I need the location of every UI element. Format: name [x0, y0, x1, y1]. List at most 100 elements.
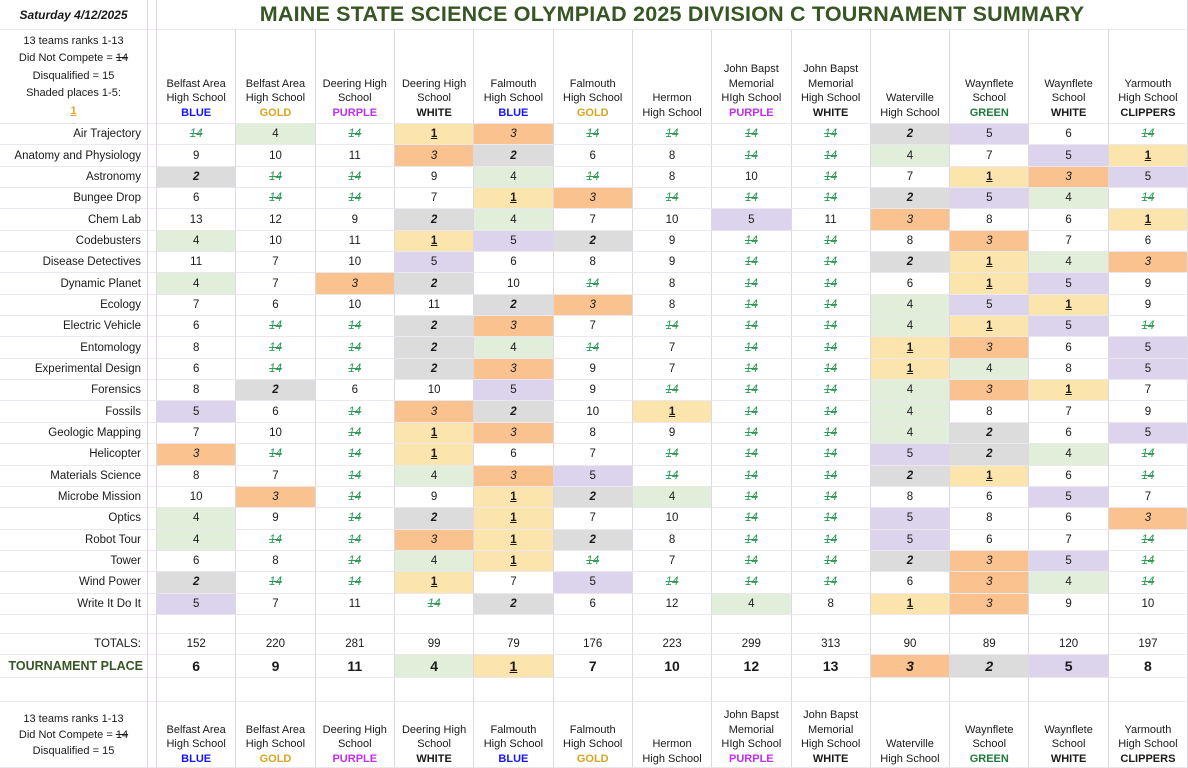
rank-cell[interactable]: 14 — [632, 124, 713, 146]
rank-cell[interactable]: 14 — [315, 486, 395, 509]
rank-cell[interactable]: 14 — [712, 422, 792, 445]
total-cell[interactable]: 220 — [236, 633, 316, 655]
place-cell[interactable]: 2 — [950, 654, 1030, 678]
rank-cell[interactable]: 6 — [236, 401, 316, 423]
rank-cell[interactable]: 7 — [236, 273, 316, 295]
rank-cell[interactable]: 1 — [950, 316, 1030, 338]
rank-cell[interactable]: 1 — [474, 486, 554, 509]
place-cell[interactable]: 8 — [1108, 654, 1188, 678]
rank-cell[interactable]: 8 — [157, 465, 237, 487]
team-header[interactable]: Falmouth High School GOLD — [553, 701, 633, 768]
event-label[interactable]: Chem Lab — [0, 209, 148, 231]
rank-cell[interactable]: 7 — [474, 572, 554, 594]
rank-cell[interactable]: 3 — [950, 572, 1030, 594]
rank-cell[interactable]: 14 — [632, 380, 713, 402]
rank-cell[interactable]: 4 — [157, 273, 237, 295]
rank-cell[interactable]: 14 — [394, 593, 475, 615]
rank-cell[interactable]: 14 — [712, 316, 792, 338]
rank-cell[interactable]: 5 — [950, 188, 1030, 210]
rank-cell[interactable]: 11 — [157, 252, 237, 274]
rank-cell[interactable]: 2 — [950, 422, 1030, 445]
rank-cell[interactable]: 5 — [1108, 166, 1188, 189]
rank-cell[interactable]: 3 — [870, 209, 951, 231]
rank-cell[interactable]: 8 — [870, 230, 951, 253]
rank-cell[interactable]: 1 — [394, 230, 475, 253]
rank-cell[interactable]: 3 — [474, 124, 554, 146]
place-cell[interactable]: 13 — [791, 654, 871, 678]
rank-cell[interactable]: 14 — [712, 358, 792, 381]
rank-cell[interactable]: 3 — [474, 465, 554, 487]
rank-cell[interactable]: 9 — [1108, 273, 1188, 295]
rank-cell[interactable]: 10 — [553, 401, 633, 423]
rank-cell[interactable]: 4 — [1029, 188, 1109, 210]
rank-cell[interactable]: 11 — [791, 209, 871, 231]
total-cell[interactable]: 223 — [632, 633, 713, 655]
rank-cell[interactable]: 14 — [236, 188, 316, 210]
rank-cell[interactable]: 3 — [394, 145, 475, 167]
rank-cell[interactable]: 14 — [791, 252, 871, 274]
rank-cell[interactable]: 14 — [712, 252, 792, 274]
rank-cell[interactable]: 6 — [870, 572, 951, 594]
rank-cell[interactable]: 2 — [474, 593, 554, 615]
rank-cell[interactable]: 10 — [712, 166, 792, 189]
rank-cell[interactable]: 1 — [474, 550, 554, 573]
rank-cell[interactable]: 14 — [791, 529, 871, 551]
rank-cell[interactable]: 1 — [394, 572, 475, 594]
rank-cell[interactable]: 10 — [632, 508, 713, 530]
total-cell[interactable]: 299 — [712, 633, 792, 655]
rank-cell[interactable]: 6 — [236, 294, 316, 317]
totals-label[interactable]: TOTALS: — [0, 633, 148, 655]
rank-cell[interactable]: 6 — [1029, 508, 1109, 530]
rank-cell[interactable]: 7 — [553, 316, 633, 338]
rank-cell[interactable]: 14 — [1108, 572, 1188, 594]
rank-cell[interactable]: 10 — [394, 380, 475, 402]
place-cell[interactable]: 5 — [1029, 654, 1109, 678]
rank-cell[interactable]: 2 — [870, 465, 951, 487]
rank-cell[interactable]: 2 — [474, 401, 554, 423]
rank-cell[interactable]: 4 — [394, 465, 475, 487]
rank-cell[interactable]: 5 — [950, 124, 1030, 146]
team-header[interactable]: Deering High School PURPLE — [315, 30, 395, 124]
team-header[interactable]: John Bapst Memorial High School WHITE — [791, 30, 871, 124]
rank-cell[interactable]: 3 — [950, 337, 1030, 359]
rank-cell[interactable]: 2 — [474, 145, 554, 167]
rank-cell[interactable]: 13 — [157, 209, 237, 231]
rank-cell[interactable]: 1 — [394, 444, 475, 466]
rank-cell[interactable]: 7 — [632, 337, 713, 359]
rank-cell[interactable]: 9 — [553, 358, 633, 381]
rank-cell[interactable]: 2 — [157, 166, 237, 189]
rank-cell[interactable]: 1 — [950, 273, 1030, 295]
event-label[interactable]: Wind Power — [0, 572, 148, 594]
place-cell[interactable]: 12 — [712, 654, 792, 678]
rank-cell[interactable]: 4 — [870, 422, 951, 445]
rank-cell[interactable]: 3 — [950, 593, 1030, 615]
rank-cell[interactable]: 9 — [632, 422, 713, 445]
rank-cell[interactable]: 2 — [394, 358, 475, 381]
rank-cell[interactable]: 9 — [553, 380, 633, 402]
team-header[interactable]: Waynflete School WHITE — [1029, 701, 1109, 768]
rank-cell[interactable]: 2 — [474, 294, 554, 317]
rank-cell[interactable]: 7 — [157, 294, 237, 317]
rank-cell[interactable]: 4 — [474, 209, 554, 231]
rank-cell[interactable]: 14 — [157, 124, 237, 146]
rank-cell[interactable]: 6 — [1029, 124, 1109, 146]
rank-cell[interactable]: 2 — [553, 529, 633, 551]
team-header[interactable]: John Bapst Memorial High School WHITE — [791, 701, 871, 768]
rank-cell[interactable]: 9 — [157, 145, 237, 167]
team-header[interactable]: Hermon High School — [632, 701, 713, 768]
rank-cell[interactable]: 5 — [157, 593, 237, 615]
rank-cell[interactable]: 1 — [474, 508, 554, 530]
rank-cell[interactable]: 14 — [791, 230, 871, 253]
rank-cell[interactable]: 4 — [157, 508, 237, 530]
rank-cell[interactable]: 4 — [1029, 572, 1109, 594]
rank-cell[interactable]: 9 — [394, 166, 475, 189]
rank-cell[interactable]: 5 — [1029, 486, 1109, 509]
place-cell[interactable]: 3 — [870, 654, 951, 678]
team-header[interactable]: Belfast Area High School BLUE — [157, 30, 237, 124]
rank-cell[interactable]: 2 — [870, 550, 951, 573]
rank-cell[interactable]: 4 — [870, 145, 951, 167]
rank-cell[interactable]: 14 — [712, 188, 792, 210]
rank-cell[interactable]: 1 — [870, 337, 951, 359]
rank-cell[interactable]: 14 — [1108, 529, 1188, 551]
rank-cell[interactable]: 5 — [870, 508, 951, 530]
